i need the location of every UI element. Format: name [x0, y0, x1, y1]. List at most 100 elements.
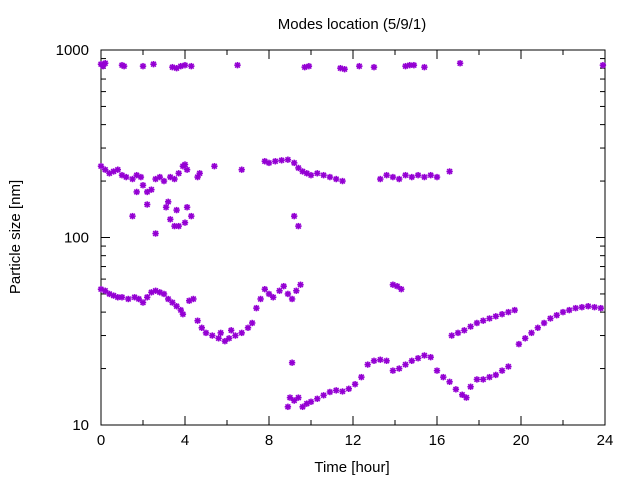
data-point: [383, 357, 390, 364]
data-point: [505, 363, 512, 370]
data-point: [370, 357, 378, 364]
data-point: [320, 392, 327, 399]
data-point: [396, 365, 403, 372]
data-point: [217, 329, 224, 337]
data-point: [196, 170, 203, 177]
data-point: [473, 376, 481, 383]
data-point: [173, 303, 180, 310]
data-points: [97, 60, 607, 411]
data-point: [215, 335, 222, 342]
data-point: [129, 175, 136, 183]
data-point: [433, 367, 441, 374]
data-point: [314, 395, 321, 402]
data-point: [120, 62, 128, 70]
data-point: [333, 387, 340, 394]
data-point: [156, 289, 163, 296]
x-axis-label: Time [hour]: [314, 459, 389, 476]
data-point: [165, 295, 172, 303]
data-point: [446, 168, 453, 175]
tick-labels: 0 4 8 12 16 20 24 10 100 1000: [56, 42, 614, 449]
data-point: [284, 156, 292, 163]
data-point: [234, 61, 241, 69]
data-point: [291, 159, 298, 167]
data-point: [284, 403, 292, 411]
data-point: [114, 166, 121, 173]
data-point: [175, 222, 182, 230]
data-point: [179, 310, 187, 318]
data-point: [272, 158, 279, 165]
data-point: [194, 173, 201, 181]
data-point: [144, 294, 151, 301]
data-point: [209, 332, 216, 339]
x-tick-label: 4: [181, 432, 189, 449]
data-point: [244, 324, 252, 331]
data-point: [534, 324, 541, 331]
data-point: [286, 394, 294, 401]
data-point: [194, 317, 201, 324]
data-point: [459, 391, 466, 398]
data-point: [408, 173, 415, 181]
data-point: [356, 62, 363, 70]
plot-frame: [100, 49, 606, 426]
data-point: [486, 315, 493, 322]
data-point: [398, 285, 405, 293]
data-point: [257, 295, 264, 303]
data-point: [456, 60, 464, 67]
data-point: [473, 319, 481, 327]
data-point: [559, 308, 567, 316]
data-point: [148, 186, 155, 193]
data-point: [97, 163, 105, 170]
data-point: [102, 60, 109, 67]
data-point: [135, 295, 142, 303]
data-point: [370, 63, 378, 71]
data-point: [278, 157, 285, 164]
x-tick-label: 0: [97, 432, 105, 449]
data-point: [326, 173, 334, 181]
data-point: [461, 327, 468, 334]
x-tick-label: 8: [265, 432, 273, 449]
plot-border: [100, 49, 606, 426]
data-point: [585, 303, 592, 310]
data-point: [183, 166, 191, 173]
data-point: [253, 304, 260, 312]
data-point: [173, 206, 180, 214]
data-point: [393, 282, 401, 290]
data-point: [139, 182, 147, 189]
data-point: [547, 315, 554, 322]
data-point: [599, 61, 607, 69]
data-point: [515, 340, 523, 348]
data-point: [167, 216, 174, 223]
data-point: [133, 188, 140, 196]
data-point: [408, 357, 415, 364]
data-point: [467, 383, 474, 390]
data-point: [452, 386, 460, 393]
data-point: [572, 304, 579, 312]
data-point: [326, 388, 334, 396]
data-point: [421, 173, 428, 181]
data-point: [383, 171, 390, 179]
data-point: [144, 201, 151, 208]
data-point: [463, 394, 470, 401]
data-point: [345, 385, 352, 392]
data-point: [320, 171, 327, 179]
data-point: [238, 166, 245, 173]
data-point: [486, 373, 493, 381]
data-point: [211, 163, 218, 170]
data-point: [123, 173, 130, 181]
data-point: [389, 367, 397, 374]
data-point: [291, 212, 298, 220]
data-point: [421, 352, 428, 359]
data-point: [165, 198, 172, 206]
data-point: [351, 381, 359, 388]
data-point: [305, 62, 313, 70]
data-point: [339, 177, 346, 185]
data-point: [578, 303, 586, 311]
data-point: [377, 356, 384, 363]
data-point: [414, 171, 422, 179]
data-point: [139, 62, 147, 70]
data-point: [198, 324, 205, 331]
data-point: [160, 177, 168, 185]
data-point: [341, 65, 348, 73]
data-point: [276, 287, 283, 294]
